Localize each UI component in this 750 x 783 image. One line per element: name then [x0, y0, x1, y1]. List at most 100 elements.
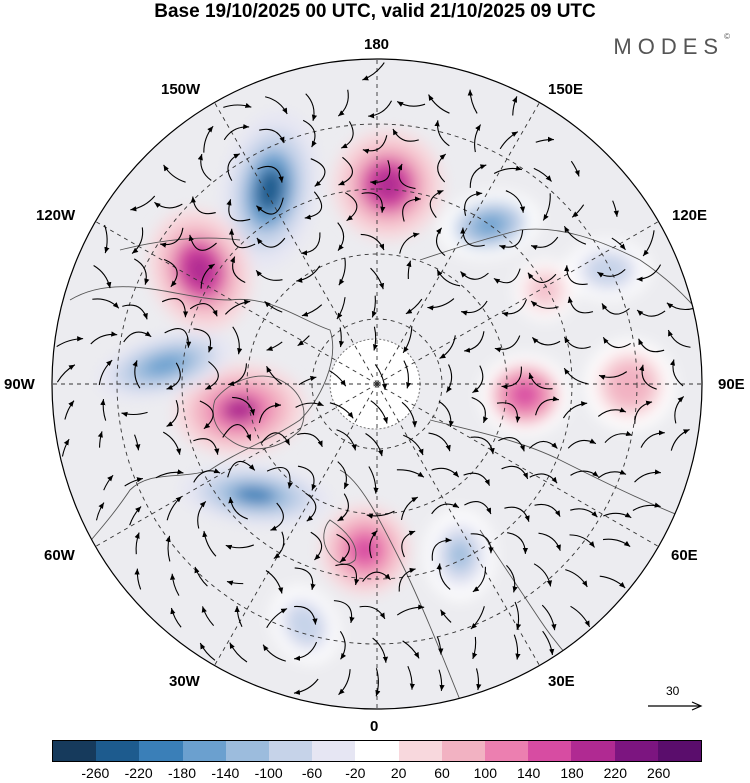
- wind-vector: [437, 153, 447, 183]
- wind-vector: [562, 401, 588, 419]
- wind-vector: [270, 502, 284, 531]
- wind-vector: [529, 440, 558, 449]
- wind-vector: [438, 669, 445, 691]
- wind-vector: [461, 300, 488, 316]
- wind-vector: [534, 503, 561, 517]
- wind-vector: [190, 196, 216, 215]
- wind-vector: [337, 493, 349, 522]
- wind-vector: [401, 401, 418, 428]
- wind-vector: [339, 631, 347, 660]
- colorbar-tick-label: -140: [211, 765, 240, 781]
- colorbar-tick-label: -260: [81, 765, 110, 781]
- lon-label-120e: 120E: [672, 207, 708, 224]
- wind-vector: [258, 402, 282, 423]
- wind-vector: [640, 430, 665, 448]
- anomaly-center: [270, 586, 340, 664]
- wind-vector: [361, 192, 386, 213]
- wind-vector: [261, 432, 291, 446]
- wind-vector: [612, 200, 619, 217]
- wind-vector: [340, 121, 354, 149]
- wind-vector: [154, 201, 183, 209]
- colorbar-swatch: [398, 741, 442, 761]
- lon-label-60e: 60E: [671, 547, 698, 564]
- wind-vector: [123, 331, 152, 343]
- wind-vector: [222, 424, 252, 441]
- wind-vector: [189, 303, 218, 317]
- wind-vector: [372, 637, 389, 663]
- wind-vector: [431, 537, 452, 561]
- colorbar-tick-label: 20: [390, 765, 407, 781]
- colorbar-swatch: [139, 741, 183, 761]
- colorbar-tick-label: 220: [603, 765, 628, 781]
- wind-vector: [56, 336, 84, 348]
- wind-vector: [338, 257, 346, 286]
- wind-vector: [163, 164, 186, 183]
- wind-vector: [121, 411, 148, 418]
- wind-vector: [470, 606, 485, 630]
- wind-vector: [199, 642, 216, 661]
- wind-vector: [103, 474, 114, 491]
- wind-vector: [401, 530, 416, 558]
- wind-vector: [193, 468, 221, 483]
- wind-vector: [472, 365, 484, 394]
- wind-vector: [634, 400, 653, 424]
- wind-vector: [402, 326, 413, 354]
- wind-vector: [362, 571, 391, 582]
- wind-vector: [467, 89, 478, 114]
- brand-name: MODES: [613, 34, 725, 59]
- wind-vector: [513, 634, 521, 660]
- wind-vector: [642, 230, 655, 257]
- wind-vector: [464, 331, 485, 353]
- wind-vector: [104, 224, 110, 254]
- wind-vector: [337, 461, 349, 490]
- wind-vector: [469, 164, 487, 188]
- wind-vector: [188, 234, 217, 251]
- wind-vector: [90, 331, 118, 345]
- wind-vector: [374, 364, 388, 390]
- colorbar-swatch: [182, 741, 226, 761]
- lon-label-150w: 150W: [161, 81, 201, 98]
- wind-vector: [194, 566, 208, 587]
- wind-vector: [634, 469, 661, 483]
- wind-vector: [598, 371, 628, 380]
- wind-vector: [294, 567, 316, 590]
- wind-vector: [597, 407, 627, 417]
- wind-vector: [228, 363, 247, 387]
- wind-vector: [496, 402, 521, 423]
- wind-vector: [304, 191, 323, 220]
- wind-vector: [61, 438, 70, 457]
- colorbar-swatch: [96, 741, 140, 761]
- wind-vector: [369, 530, 378, 559]
- wind-vector: [396, 604, 425, 616]
- wind-vector: [335, 563, 360, 586]
- wind-vector: [201, 606, 215, 626]
- wind-vector: [297, 432, 323, 448]
- wind-vector: [368, 466, 379, 494]
- wind-vector: [329, 370, 347, 387]
- wind-vector: [223, 102, 252, 108]
- colorbar: [52, 740, 702, 762]
- wind-vector: [134, 532, 140, 555]
- wind-vector: [528, 372, 553, 390]
- wind-vector: [155, 469, 184, 479]
- wind-vector: [493, 268, 521, 284]
- wind-vector: [501, 465, 529, 480]
- wind-vector: [505, 190, 526, 213]
- wind-vector: [366, 510, 395, 519]
- wind-vector: [223, 123, 250, 141]
- wind-vector: [337, 222, 345, 251]
- meridian-line: [95, 383, 378, 547]
- colorbar-tick-label: 180: [560, 765, 584, 781]
- wind-vector: [266, 365, 283, 385]
- modes-logo: MODES©: [613, 32, 730, 60]
- wind-vector: [396, 101, 426, 107]
- meridian-line: [95, 221, 378, 385]
- wind-vector: [674, 396, 685, 424]
- wind-vector: [266, 341, 283, 351]
- anomaly-center: [96, 330, 234, 400]
- wind-vector: [405, 298, 423, 315]
- wind-vector: [362, 135, 388, 154]
- wind-vector: [396, 469, 425, 478]
- wind-vector: [230, 256, 246, 283]
- wind-vector: [460, 271, 489, 280]
